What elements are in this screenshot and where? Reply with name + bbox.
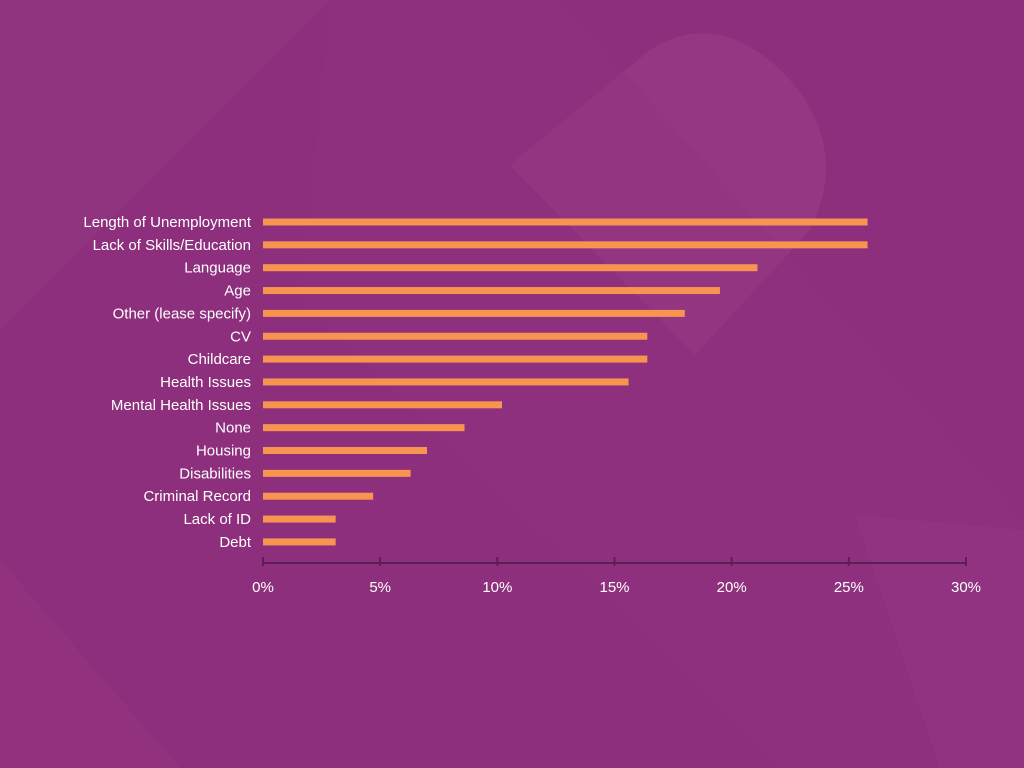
category-label: None (215, 420, 251, 437)
category-label: Lack of ID (183, 511, 251, 528)
category-label: Language (184, 260, 251, 277)
x-tick-label: 15% (599, 579, 629, 596)
bar-criminal-record (263, 492, 374, 500)
category-label: Age (224, 283, 251, 300)
category-labels-group: Length of Unemployment Lack of Skills/Edu… (83, 214, 251, 551)
bar-age (263, 287, 720, 295)
category-label: Mental Health Issues (111, 397, 251, 414)
x-tick-label: 0% (252, 579, 274, 596)
category-label: Health Issues (160, 374, 251, 391)
bar-debt (263, 538, 336, 546)
x-axis: 0% 5% 10% 15% 20% 25% 30% (252, 557, 981, 596)
bar-language (263, 264, 758, 272)
bar-disabilities (263, 469, 411, 477)
bar-childcare (263, 355, 648, 363)
x-tick-label: 10% (482, 579, 512, 596)
category-label: Childcare (188, 351, 251, 368)
category-label: Lack of Skills/Education (93, 237, 251, 254)
category-label: Criminal Record (143, 488, 251, 505)
category-label: CV (230, 328, 251, 345)
x-tick-label: 30% (951, 579, 981, 596)
bar-lack-of-id (263, 515, 336, 523)
category-label: Other (lease specify) (113, 305, 251, 322)
category-label: Length of Unemployment (83, 214, 251, 231)
bar-length-of-unemployment (263, 218, 868, 226)
bar-lack-of-skills-education (263, 241, 868, 249)
category-label: Housing (196, 443, 251, 460)
bar-other-lease-specify (263, 309, 685, 317)
bar-mental-health-issues (263, 401, 503, 409)
bar-none (263, 424, 465, 432)
bar-housing (263, 447, 428, 454)
bar-health-issues (263, 378, 629, 386)
bar-cv (263, 332, 648, 340)
category-label: Disabilities (179, 465, 251, 482)
bars-group (263, 218, 868, 546)
x-tick-label: 20% (717, 579, 747, 596)
x-tick-label: 25% (834, 579, 864, 596)
category-label: Debt (219, 534, 252, 551)
x-tick-label: 5% (369, 579, 391, 596)
